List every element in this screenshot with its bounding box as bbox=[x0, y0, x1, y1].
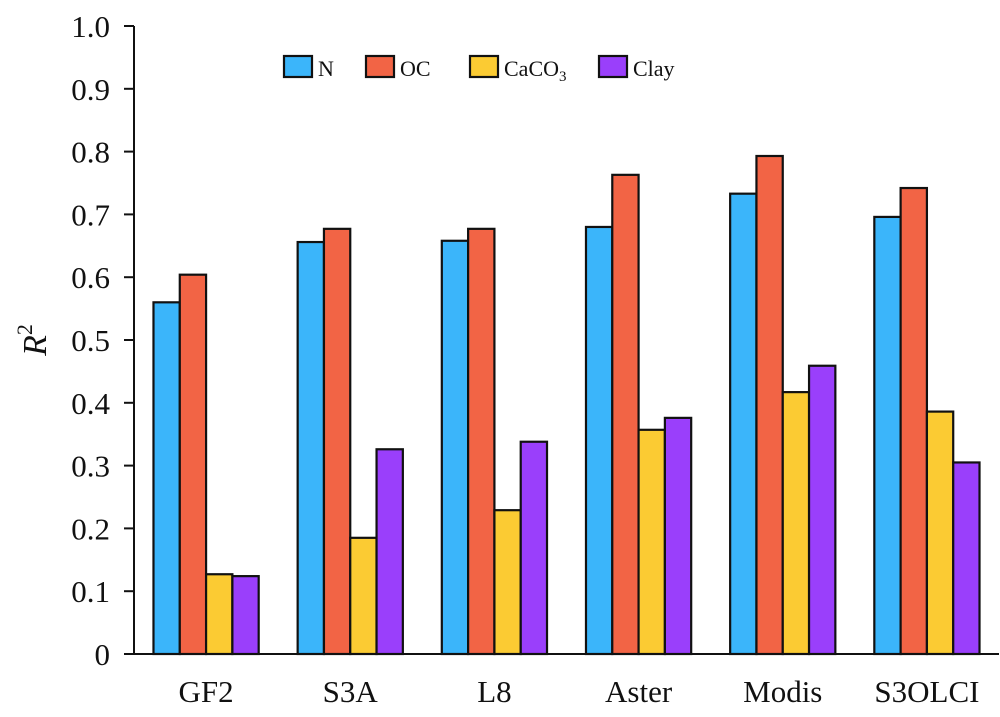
y-tick-label: 0 bbox=[95, 637, 111, 672]
bar-group-aster bbox=[584, 173, 693, 656]
bar-caco3-s3a bbox=[349, 536, 378, 656]
bar-caco3-s3olci bbox=[925, 410, 955, 656]
bar-oc-s3a bbox=[322, 227, 352, 656]
y-tick-label: 0.9 bbox=[71, 72, 110, 107]
legend-item-n: N bbox=[282, 54, 334, 81]
x-tick-label: GF2 bbox=[179, 674, 234, 709]
legend-label-main: N bbox=[318, 56, 334, 81]
x-tick-label: L8 bbox=[477, 674, 511, 709]
legend-swatch bbox=[364, 54, 396, 79]
bar-oc-modis bbox=[755, 154, 784, 656]
y-tick-label: 0.1 bbox=[71, 574, 110, 609]
bar-n-s3a bbox=[296, 240, 326, 656]
legend-item-oc: OC bbox=[364, 54, 431, 81]
bar-group-s3a bbox=[296, 227, 404, 656]
y-tick-label: 1.0 bbox=[71, 9, 110, 44]
y-axis-title-main: R bbox=[17, 335, 54, 357]
bar-group-gf2 bbox=[152, 273, 260, 656]
legend-label-main: OC bbox=[400, 56, 431, 81]
x-tick-label: S3A bbox=[323, 674, 379, 709]
y-tick-label: 0.4 bbox=[71, 386, 110, 421]
bar-group-l8 bbox=[440, 227, 549, 656]
bars bbox=[152, 154, 981, 656]
bar-oc-l8 bbox=[467, 227, 496, 656]
y-tick-label: 0.5 bbox=[71, 323, 110, 358]
legend: N OC CaCO3 Clay bbox=[282, 54, 675, 85]
legend-item-clay: Clay bbox=[597, 54, 675, 81]
bar-clay-gf2 bbox=[231, 575, 260, 656]
bar-group-s3olci bbox=[873, 186, 981, 656]
y-tick-label: 0.2 bbox=[71, 511, 110, 546]
legend-swatch bbox=[597, 54, 629, 79]
y-axis-title-superscript: 2 bbox=[12, 324, 37, 335]
x-axis: GF2 S3A L8 Aster Modis S3OLCI bbox=[124, 653, 999, 709]
x-tick-label: S3OLCI bbox=[874, 674, 979, 709]
y-tick-label: 0.6 bbox=[71, 260, 110, 295]
bar-caco3-l8 bbox=[493, 509, 522, 656]
legend-swatch bbox=[282, 54, 314, 79]
legend-label-main: Clay bbox=[633, 56, 675, 81]
bar-n-gf2 bbox=[152, 301, 181, 656]
y-tick-label: 0.8 bbox=[71, 135, 110, 170]
x-tick-label: Aster bbox=[605, 674, 673, 709]
legend-label: CaCO3 bbox=[504, 56, 567, 85]
y-tick-label: 0.3 bbox=[71, 449, 110, 484]
legend-label-main: CaCO bbox=[504, 56, 559, 81]
x-tick-label: Modis bbox=[743, 674, 822, 709]
legend-label: OC bbox=[400, 56, 431, 81]
bar-oc-gf2 bbox=[178, 273, 208, 656]
legend-label: N bbox=[318, 56, 334, 81]
bar-caco3-aster bbox=[637, 428, 666, 656]
legend-label: Clay bbox=[633, 56, 675, 81]
bar-clay-s3a bbox=[375, 448, 404, 656]
bar-n-s3olci bbox=[873, 215, 902, 656]
bar-oc-aster bbox=[611, 173, 640, 656]
bar-clay-aster bbox=[663, 416, 693, 656]
legend-swatch bbox=[468, 54, 500, 79]
legend-label-subscript: 3 bbox=[559, 69, 567, 85]
bar-clay-s3olci bbox=[952, 461, 981, 656]
bar-clay-l8 bbox=[519, 440, 549, 656]
legend-item-caco3: CaCO3 bbox=[468, 54, 567, 85]
y-axis: 0 0.1 0.2 0.3 0.4 0.5 0.6 0.7 0.8 0.9 1.0 bbox=[71, 9, 135, 672]
bar-n-aster bbox=[584, 225, 614, 656]
bar-caco3-modis bbox=[781, 391, 811, 656]
bar-oc-s3olci bbox=[899, 186, 929, 656]
bar-group-modis bbox=[729, 154, 837, 656]
y-axis-title: R2 bbox=[12, 324, 54, 357]
bar-n-modis bbox=[729, 192, 758, 656]
y-tick-label: 0.7 bbox=[71, 197, 110, 232]
bar-n-l8 bbox=[440, 239, 470, 656]
bar-caco3-gf2 bbox=[204, 573, 234, 656]
bar-clay-modis bbox=[807, 364, 837, 656]
